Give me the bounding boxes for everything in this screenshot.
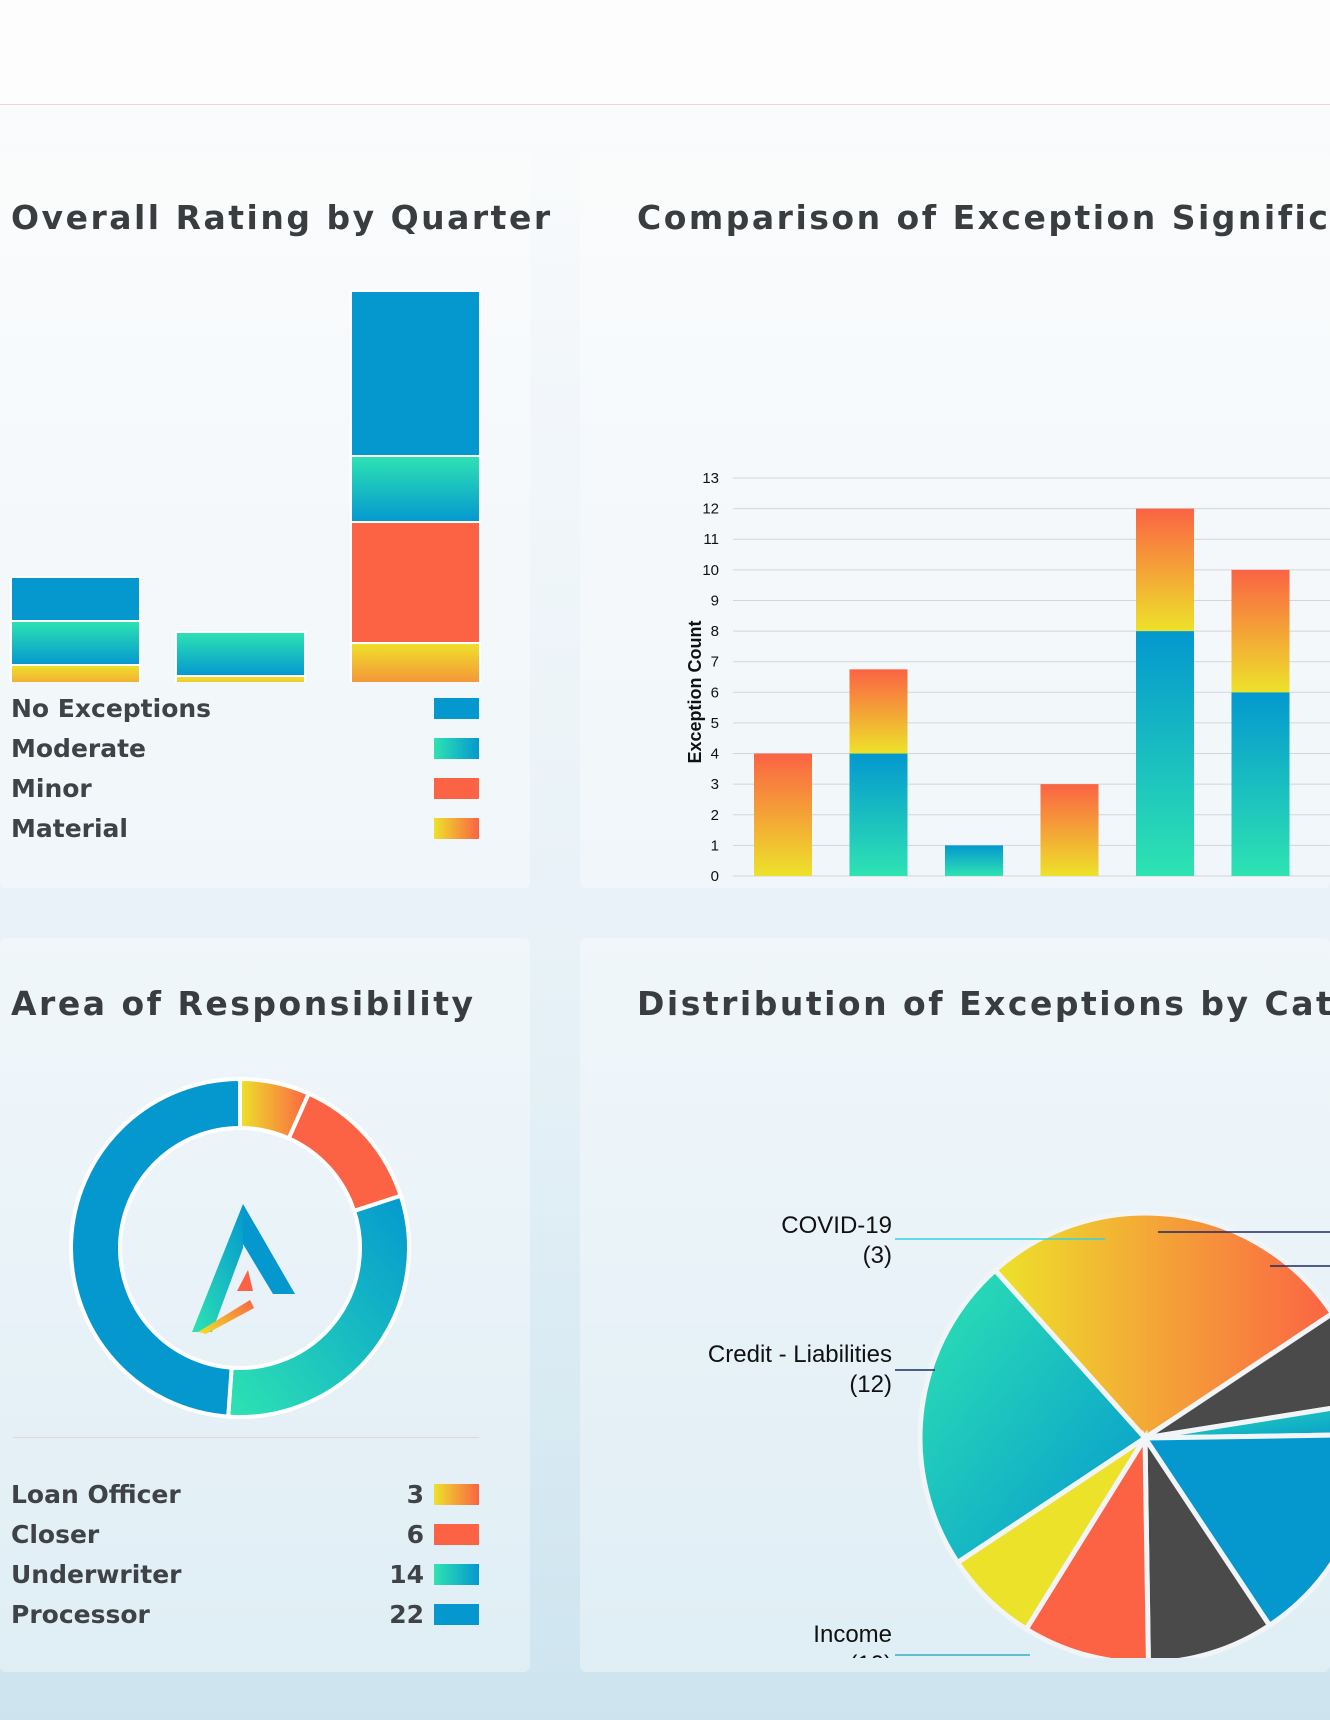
pie-slice-unlabeled-4 — [1142, 1429, 1273, 1658]
y-tick-label: 6 — [711, 684, 719, 701]
y-tick-label: 8 — [711, 623, 719, 640]
bar-segment-credit-liabilities-material — [1136, 508, 1194, 632]
bar-segment-assets-moderate — [849, 753, 908, 876]
y-tick-label: 11 — [703, 531, 719, 548]
bar-segment-q3-material — [350, 642, 481, 682]
legend-label: Processor — [11, 1600, 150, 1629]
y-tick-label: 13 — [702, 470, 719, 487]
y-tick-label: 12 — [702, 501, 719, 518]
legend-swatch — [434, 1564, 479, 1585]
pie-slice-covid-19 — [1143, 1312, 1330, 1441]
donut-slice-processor — [69, 1076, 242, 1419]
callout-name: Credit - Liabilities — [708, 1341, 892, 1368]
legend-swatch — [434, 738, 479, 759]
legend-label: No Exceptions — [11, 694, 212, 723]
legend-label: Minor — [11, 774, 92, 803]
pie-slice-unlabeled-2 — [1144, 1405, 1330, 1441]
legend-label: Material — [11, 814, 128, 843]
legend-count: 14 — [389, 1560, 424, 1589]
pie-slice-credit-liabilities — [991, 1210, 1330, 1442]
legend-swatch — [434, 1524, 479, 1545]
legend-item-no-exceptions: No Exceptions — [11, 694, 481, 724]
bar-segment-q1-moderate — [10, 620, 141, 666]
bar-segment-income-material — [1231, 569, 1290, 693]
legend-item-loan-officer: Loan Officer 3 — [11, 1480, 481, 1510]
bar-segment-closing-moderate — [945, 845, 1003, 876]
bar-segment-income-moderate — [1231, 692, 1290, 876]
bar-segment-q3-minor — [350, 521, 481, 644]
brand-logo-icon — [192, 1204, 295, 1334]
legend-item-material: Material — [11, 814, 481, 844]
area-of-responsibility-donut — [69, 1076, 411, 1419]
legend-item-closer: Closer 6 — [11, 1520, 481, 1550]
legend-label: Closer — [11, 1520, 100, 1549]
exception-significance-card: Comparison of Exception Significance 012… — [580, 152, 1330, 888]
legend-swatch — [434, 1604, 479, 1625]
bar-segment-q1-no-exceptions — [10, 576, 141, 622]
callout-name: COVID-19 — [781, 1212, 892, 1239]
legend-count: 3 — [406, 1480, 424, 1509]
legend-item-minor: Minor — [11, 774, 481, 804]
legend-count: 6 — [406, 1520, 424, 1549]
legend-swatch — [434, 698, 479, 719]
exception-distribution-title: Distribution of Exceptions by Category — [637, 984, 1330, 1023]
exception-distribution-card: Distribution of Exceptions by Category C… — [580, 938, 1330, 1672]
divider — [13, 1437, 479, 1438]
callout-value: (10) — [849, 1651, 892, 1658]
y-tick-label: 3 — [711, 776, 719, 793]
top-header-bar — [0, 0, 1330, 105]
legend-swatch — [434, 1484, 479, 1505]
y-tick-label: 5 — [711, 715, 719, 732]
donut-slice-closer — [286, 1090, 404, 1214]
y-tick-label: 7 — [711, 654, 719, 671]
exception-significance-title: Comparison of Exception Significance — [637, 198, 1330, 237]
y-tick-label: 2 — [711, 807, 719, 824]
pie-slice-unlabeled-5 — [1022, 1429, 1151, 1658]
overall-rating-title: Overall Rating by Quarter — [11, 198, 553, 237]
legend-item-moderate: Moderate — [11, 734, 481, 764]
y-tick-label: 0 — [711, 868, 719, 885]
callout-value: (3) — [863, 1242, 892, 1269]
legend-label: Loan Officer — [11, 1480, 181, 1509]
legend-label: Moderate — [11, 734, 147, 763]
overall-rating-chart: Q1Q2Q3 — [10, 290, 481, 682]
y-axis-title: Exception Count — [685, 620, 705, 763]
area-of-responsibility-title: Area of Responsibility — [11, 984, 476, 1023]
bar-segment-q2-moderate — [175, 631, 306, 677]
y-tick-label: 10 — [702, 562, 719, 579]
legend-item-underwriter: Underwriter 14 — [11, 1560, 481, 1590]
callout-name: Income — [813, 1621, 892, 1648]
bar-segment-application-material — [754, 753, 812, 876]
donut-slice-underwriter — [226, 1193, 411, 1419]
bar-segment-assets-material — [849, 669, 908, 754]
bar-segment-q1-material — [10, 664, 141, 682]
bar-segment-covid-19-material — [1040, 784, 1099, 876]
callout-value: (12) — [849, 1371, 892, 1398]
legend-label: Underwriter — [11, 1560, 182, 1589]
legend-swatch — [434, 778, 479, 799]
legend-item-processor: Processor 22 — [11, 1600, 481, 1630]
y-tick-label: 9 — [711, 592, 719, 609]
legend-swatch — [434, 818, 479, 839]
y-tick-label: 1 — [711, 837, 719, 854]
legend-count: 22 — [389, 1600, 424, 1629]
area-of-responsibility-card: Area of Responsibility Loan Officer 3 Cl… — [0, 938, 530, 1672]
pie-slice-unlabeled-3 — [1140, 1432, 1330, 1629]
bar-segment-q3-moderate — [350, 455, 481, 523]
exception-distribution-pie: COVID-19 (3) Credit - Liabilities (12) Incom… — [708, 1210, 1330, 1658]
y-tick-label: 4 — [711, 746, 719, 763]
overall-rating-card: Overall Rating by Quarter Q1Q2Q3 No Exce… — [0, 152, 550, 888]
bar-segment-q3-no-exceptions — [350, 290, 481, 457]
pie-slice-income — [917, 1266, 1149, 1566]
bar-segment-credit-liabilities-moderate — [1136, 631, 1194, 876]
